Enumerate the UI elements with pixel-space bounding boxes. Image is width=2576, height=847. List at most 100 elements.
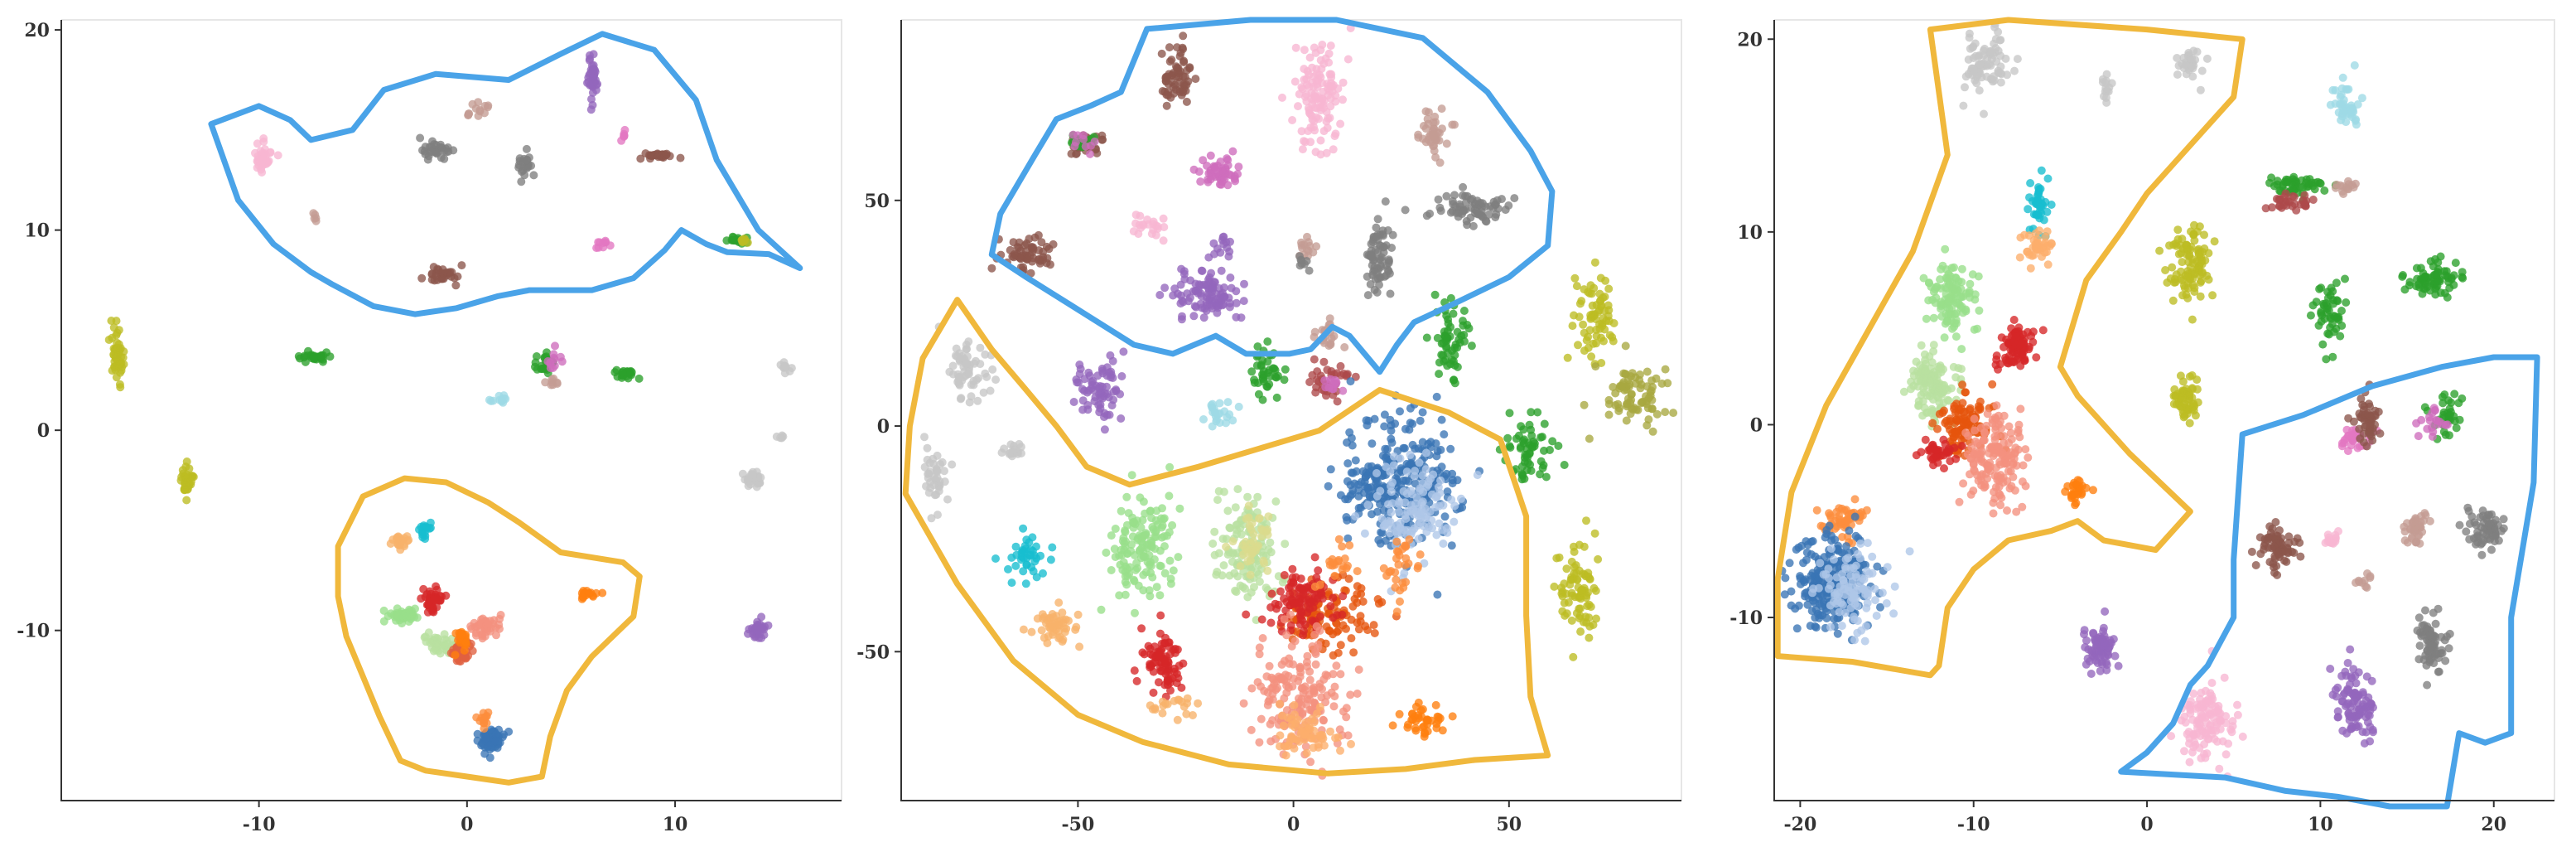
scatter-point <box>945 367 954 376</box>
scatter-point <box>1954 298 1963 307</box>
scatter-point <box>1162 101 1171 110</box>
scatter-point <box>1988 380 1997 389</box>
scatter-point <box>1160 656 1170 666</box>
scatter-point <box>522 144 531 153</box>
scatter-point <box>1519 425 1528 434</box>
scatter-point <box>1353 590 1362 598</box>
scatter-point <box>464 110 473 119</box>
scatter-point <box>1457 494 1465 503</box>
scatter-point <box>1383 265 1392 274</box>
scatter-point <box>1305 53 1315 62</box>
scatter-point <box>1422 333 1431 342</box>
scatter-point <box>1194 699 1203 708</box>
scatter-point <box>1627 372 1635 381</box>
scatter-point <box>1154 678 1163 687</box>
scatter-point <box>1291 43 1300 52</box>
scatter-point <box>1029 567 1038 576</box>
scatter-point <box>1637 380 1646 390</box>
scatter-point <box>1580 346 1589 356</box>
scatter-point <box>1305 109 1315 119</box>
scatter-point <box>483 619 492 628</box>
scatter-point <box>1415 458 1424 467</box>
upper-region-outline <box>988 17 1556 375</box>
scatter-point <box>1280 615 1289 624</box>
scatter-point <box>1368 439 1377 448</box>
scatter-point <box>2173 54 2182 62</box>
scatter-point <box>1505 409 1514 418</box>
scatter-point <box>1378 243 1387 252</box>
scatter-point <box>1976 424 1985 433</box>
scatter-point <box>1156 562 1165 571</box>
scatter-point <box>1657 379 1667 388</box>
scatter-point <box>1590 529 1599 538</box>
scatter-point <box>1380 410 1389 419</box>
scatter-point <box>1455 338 1464 347</box>
scatter-point <box>1064 617 1073 625</box>
scatter-point <box>1932 453 1942 462</box>
scatter-point <box>1310 355 1319 364</box>
scatter-point <box>2328 352 2337 361</box>
scatter-point <box>1336 641 1345 650</box>
scatter-point <box>1299 631 1308 640</box>
scatter-point <box>1963 450 1972 459</box>
scatter-point <box>1436 476 1445 485</box>
scatter-point <box>2001 54 2010 63</box>
scatter-point <box>1228 147 1237 156</box>
scatter-point <box>1973 449 1982 458</box>
scatter-point <box>1422 211 1431 220</box>
scatter-point <box>1450 501 1459 511</box>
scatter-point <box>1467 341 1476 351</box>
scatter-point <box>1399 583 1408 592</box>
scatter-point <box>1087 384 1096 393</box>
scatter-point <box>1574 583 1583 592</box>
scatter-point <box>1315 70 1324 80</box>
scatter-point <box>1975 306 1984 315</box>
scatter-point <box>1435 469 1445 478</box>
scatter-point <box>2177 267 2185 276</box>
scatter-point <box>317 351 326 361</box>
scatter-point <box>1491 213 1500 222</box>
scatter-point <box>2019 461 2028 470</box>
scatter-point <box>2188 315 2197 324</box>
scatter-point <box>1019 625 1028 634</box>
scatter-point <box>2308 182 2318 191</box>
scatter-point <box>1336 361 1345 370</box>
scatter-point <box>1278 93 1286 102</box>
scatter-point <box>641 149 650 158</box>
scatter-point <box>1281 365 1290 374</box>
scatter-point <box>1984 465 1993 474</box>
scatter-point <box>1370 629 1379 637</box>
scatter-point <box>1097 605 1106 614</box>
scatter-point <box>1461 198 1470 207</box>
scatter-point <box>1599 336 1608 346</box>
scatter-point <box>2316 179 2325 188</box>
scatter-point <box>1961 388 1970 397</box>
scatter-point <box>430 595 439 604</box>
scatter-point <box>2414 280 2424 288</box>
scatter-point <box>1951 454 1961 463</box>
scatter-point <box>598 588 607 598</box>
scatter-point <box>1932 375 1942 384</box>
scatter-point <box>1959 419 1968 428</box>
plot-area <box>901 20 1681 801</box>
scatter-point <box>2200 244 2209 253</box>
scatter-point <box>2188 72 2197 81</box>
scatter-point <box>948 460 957 469</box>
scatter-point <box>1333 397 1342 406</box>
scatter-point <box>1311 650 1320 659</box>
scatter-point <box>1158 709 1167 718</box>
scatter-point <box>1386 467 1395 476</box>
scatter-point <box>1646 391 1655 400</box>
scatter-point <box>1214 549 1223 558</box>
scatter-point <box>1373 215 1382 224</box>
scatter-point <box>1431 700 1440 709</box>
scatter-point <box>1282 681 1291 690</box>
scatter-point <box>1372 223 1381 232</box>
scatter-point <box>2043 207 2052 216</box>
scatter-point <box>2190 283 2199 293</box>
scatter-point <box>258 168 267 177</box>
scatter-point <box>1387 434 1396 443</box>
scatter-point <box>1127 471 1136 480</box>
scatter-point <box>2434 258 2443 267</box>
scatter-point <box>1319 127 1329 136</box>
